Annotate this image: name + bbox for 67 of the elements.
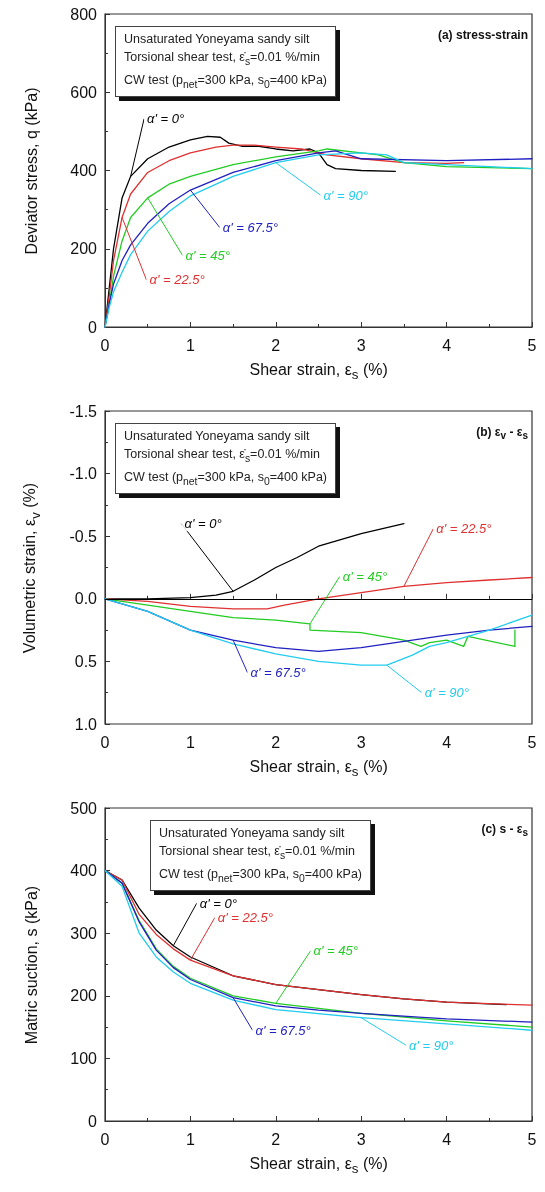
- x-tick-label: 0: [100, 1130, 110, 1148]
- y-axis-title: Matric suction, s (kPa): [23, 885, 41, 1044]
- x-tick-label: 5: [527, 733, 537, 751]
- x-axis-title: Shear strain, ε$_{s}$ (%): [249, 758, 388, 780]
- y-tick-label: 0: [88, 1112, 98, 1130]
- y-tick-label: 1.0: [74, 715, 98, 733]
- x-tick-label: 2: [271, 336, 281, 354]
- text: α' = 90°: [323, 187, 368, 203]
- series-label: α' = 90°: [409, 1037, 454, 1053]
- y-tick-label: 400: [70, 162, 98, 179]
- x-tick-label: 2: [271, 1130, 281, 1148]
- x-tick-label: 3: [356, 1130, 366, 1148]
- annotation: Unsaturated Yoneyama sandy silt: [124, 428, 311, 445]
- text: (a) stress-strain: [437, 28, 528, 42]
- x-tick-label: 4: [442, 1130, 452, 1148]
- y-tick-label: -1.0: [69, 465, 98, 483]
- annotation: CW test (p$_{net}$=300 kPa, s$_{0}$=400 kPa): [159, 865, 363, 885]
- series-label: α' = 0°: [147, 111, 185, 127]
- y-tick-label: 0.0: [74, 590, 98, 608]
- annotation: Torsional shear test, ε̇$_{s}$=0.01 %/min: [124, 49, 321, 69]
- annotation: CW test (p$_{net}$=300 kPa, s$_{0}$=400 kPa): [124, 468, 328, 488]
- y-tick-label: 100: [70, 1049, 98, 1067]
- x-tick-label: 2: [271, 733, 281, 751]
- x-tick-label: 4: [442, 336, 452, 354]
- y-axis-title: Deviator stress, q (kPa): [23, 86, 41, 255]
- y-tick-label: 300: [70, 924, 98, 942]
- x-tick-label: 3: [356, 733, 366, 751]
- y-tick-label: 200: [70, 240, 98, 258]
- text: α' = 45°: [313, 943, 358, 959]
- x-axis-title: Shear strain, ε$_{s}$ (%): [249, 1155, 388, 1177]
- annotation: Unsaturated Yoneyama sandy silt: [159, 825, 346, 842]
- text: α' = 67.5°: [222, 220, 279, 236]
- text: α' = 22.5°: [149, 272, 205, 288]
- text: α' = 0°: [184, 516, 222, 532]
- x-tick-label: 0: [100, 336, 110, 354]
- y-tick-label: 200: [70, 987, 98, 1005]
- annotation: Torsional shear test, ε̇$_{s}$=0.01 %/min: [159, 843, 356, 863]
- annotation: Unsaturated Yoneyama sandy silt: [124, 31, 311, 48]
- text: α' = 0°: [199, 895, 237, 911]
- x-tick-label: 0: [100, 733, 110, 751]
- x-tick-label: 1: [185, 336, 195, 354]
- text: α' = 45°: [185, 247, 230, 263]
- y-tick-label: 500: [70, 799, 98, 817]
- x-tick-label: 1: [185, 1130, 195, 1148]
- text: (b) ε$_{v}$ - ε$_{s}$: [476, 425, 528, 442]
- x-tick-label: 5: [527, 1130, 537, 1148]
- x-tick-label: 4: [442, 733, 452, 751]
- x-tick-label: 1: [185, 733, 195, 751]
- y-tick-label: 0: [88, 318, 98, 336]
- text: α' = 22.5°: [217, 910, 274, 926]
- text: α' = 90°: [424, 685, 470, 701]
- y-tick-label: -0.5: [69, 527, 98, 545]
- x-tick-label: 3: [356, 336, 366, 354]
- x-axis-title: Shear strain, ε$_{s}$ (%): [249, 361, 388, 383]
- series-label: α' = 67.5°: [250, 665, 306, 681]
- x-tick-label: 5: [527, 336, 537, 354]
- text: α' = 22.5°: [436, 521, 492, 537]
- y-tick-label: 600: [70, 83, 98, 101]
- y-tick-label: 0.5: [74, 652, 98, 670]
- annotation: CW test (p$_{net}$=300 kPa, s$_{0}$=400 kPa): [124, 71, 328, 91]
- y-tick-label: 800: [70, 5, 98, 23]
- text: (c) s - ε$_{s}$: [481, 822, 528, 839]
- series-label: α' = 67.5°: [255, 1022, 311, 1038]
- text: α' = 45°: [342, 568, 388, 584]
- y-tick-label: 400: [70, 862, 98, 880]
- y-tick-label: -1.5: [69, 402, 98, 420]
- annotation: Torsional shear test, ε̇$_{s}$=0.01 %/min: [124, 446, 321, 466]
